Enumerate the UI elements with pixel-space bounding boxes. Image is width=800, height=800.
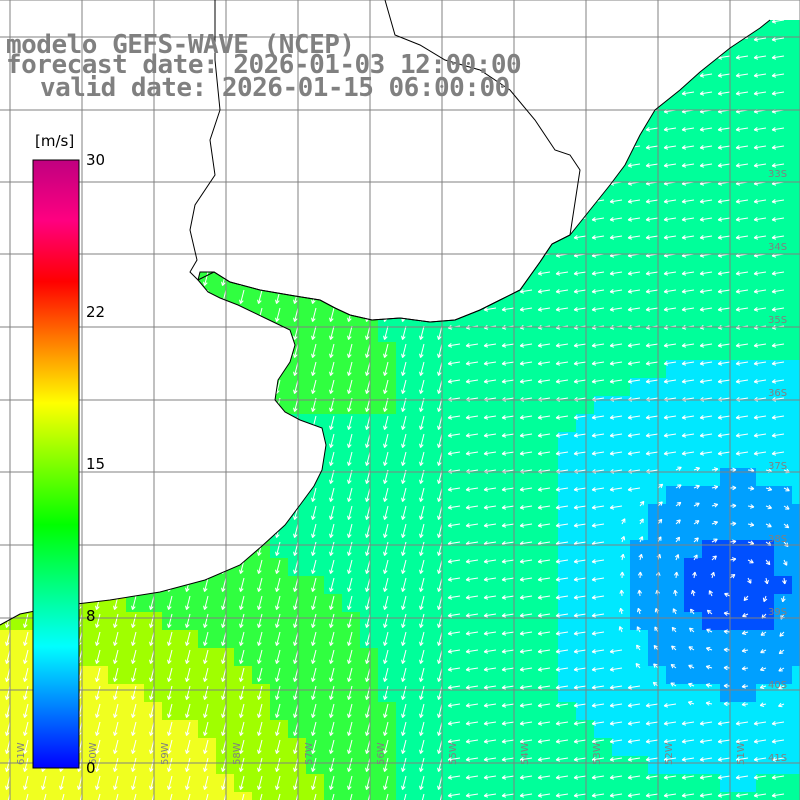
colorbar-tick-8: 8	[86, 607, 96, 625]
grid-labels: 33S 34S 35S 36S 37S 38S 39S 40S 41S 61W 60W 59W 58W 5…	[16, 169, 787, 765]
lon-label: 52W	[664, 742, 675, 765]
lon-label: 56W	[376, 742, 387, 765]
lat-label: 36S	[768, 388, 787, 399]
lat-label: 33S	[768, 169, 787, 180]
colorbar-tick-22: 22	[86, 303, 106, 321]
lon-label: 54W	[520, 742, 531, 765]
lon-label: 59W	[160, 742, 171, 765]
lat-label: 34S	[768, 242, 787, 253]
title-model: modelo GEFS-WAVE (NCEP)	[6, 30, 355, 60]
lon-label: 61W	[16, 742, 27, 765]
lon-label: 51W	[736, 742, 747, 765]
lon-label: 57W	[304, 742, 315, 765]
lat-label: 40S	[768, 680, 787, 691]
lat-label: 37S	[768, 461, 787, 472]
colorbar-tick-15: 15	[86, 455, 106, 473]
coastline	[0, 19, 771, 626]
colorbar	[32, 159, 80, 769]
lon-label: 55W	[448, 742, 459, 765]
colorbar-tick-30: 30	[86, 151, 106, 169]
lat-label: 35S	[768, 315, 787, 326]
lat-label: 38S	[768, 534, 787, 545]
colorbar-unit: [m/s]	[35, 132, 75, 150]
title-valid-date: valid date: 2026-01-15 06:00:00	[40, 73, 510, 103]
lon-label: 58W	[232, 742, 243, 765]
lat-label: 39S	[768, 607, 787, 618]
lon-label: 60W	[88, 742, 99, 765]
lat-label: 41S	[768, 753, 787, 764]
colorbar-tick-0: 0	[86, 759, 96, 777]
country-border	[189, 0, 581, 323]
lon-label: 53W	[592, 742, 603, 765]
title-forecast-date: forecast date: 2026-01-03 12:00:00	[6, 50, 522, 80]
